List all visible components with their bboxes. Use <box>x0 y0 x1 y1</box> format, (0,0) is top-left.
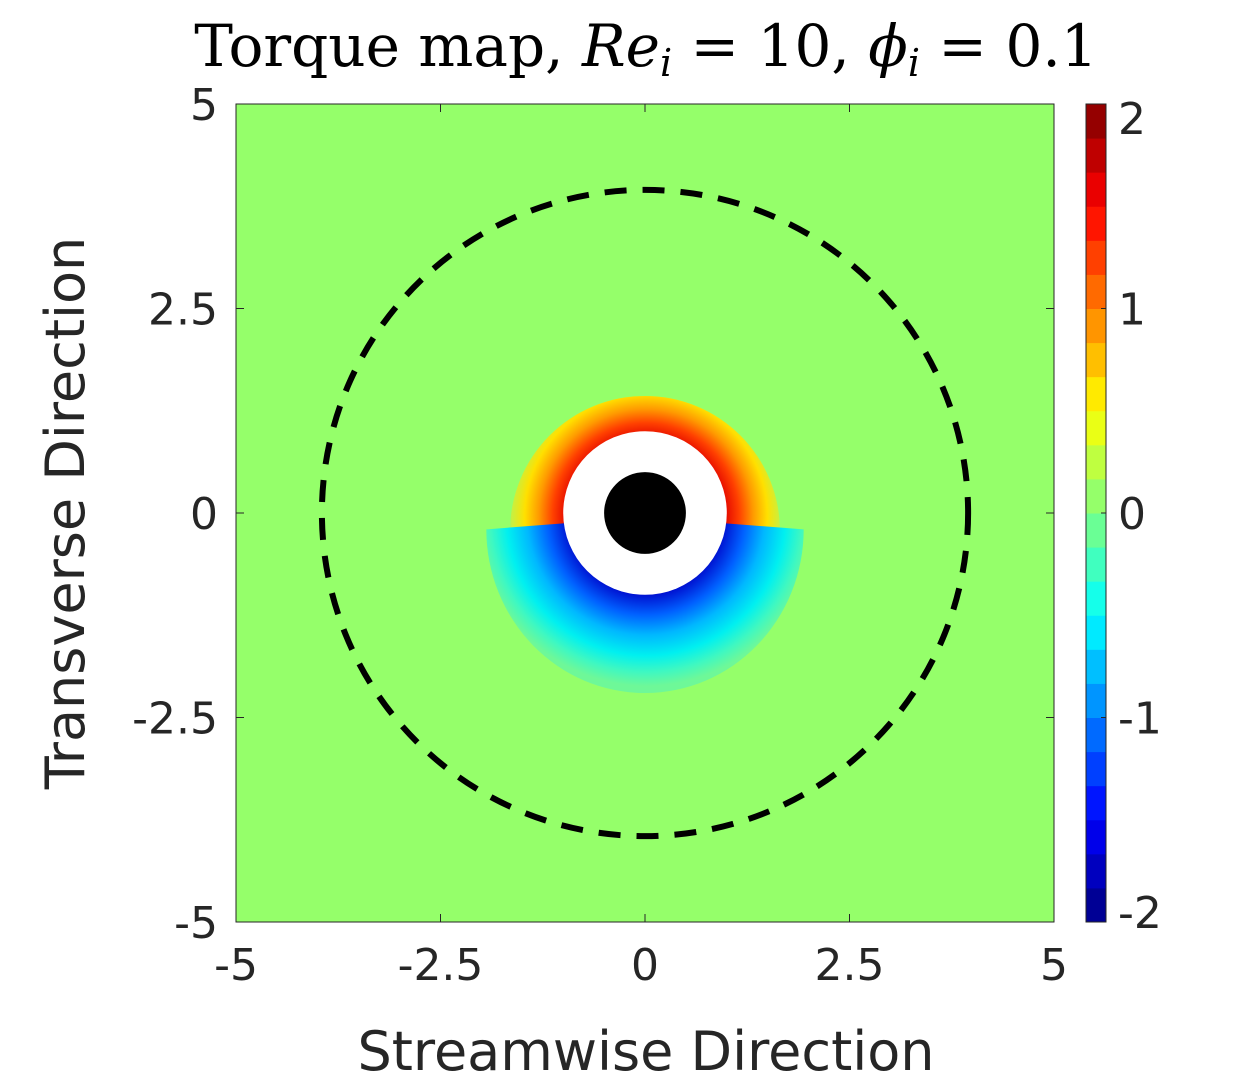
particle-disk <box>604 472 686 554</box>
colorbar-level <box>1086 717 1106 753</box>
colorbar-level <box>1086 172 1106 207</box>
colorbar-level <box>1086 444 1106 480</box>
chart-title: Torque map, Rei = 10, ϕi = 0.1 <box>194 12 1097 85</box>
colorbar-level <box>1086 615 1106 650</box>
colorbar-level <box>1086 785 1106 821</box>
colorbar-level <box>1086 853 1106 889</box>
colorbar-level <box>1086 683 1106 718</box>
x-axis-ticks: -5 -2.5 0 2.5 5 <box>214 104 1068 991</box>
y-axis-label: Transverse Direction <box>34 237 97 791</box>
colorbar: 2 1 0 -1 -2 <box>1085 94 1162 939</box>
colorbar-tick-label: 0 <box>1118 489 1146 540</box>
colorbar-level <box>1086 104 1106 139</box>
colorbar-level <box>1086 887 1106 923</box>
colorbar-tick-label: -2 <box>1118 888 1162 939</box>
x-tick-label: 0 <box>631 940 659 991</box>
colorbar-level <box>1086 547 1106 582</box>
x-tick-label: 5 <box>1040 940 1068 991</box>
colorbar-tick-label: 1 <box>1118 285 1146 336</box>
colorbar-level <box>1086 342 1106 378</box>
y-tick-label: 2.5 <box>148 285 218 336</box>
y-tick-label: -2.5 <box>132 694 218 745</box>
x-tick-label: -5 <box>214 940 258 991</box>
colorbar-level <box>1086 138 1106 173</box>
colorbar-level <box>1086 513 1106 548</box>
colorbar-level <box>1086 376 1106 412</box>
colorbar-level <box>1086 206 1106 241</box>
neighborhood-dashed-circle <box>318 186 972 840</box>
x-tick-label: 2.5 <box>815 940 885 991</box>
colorbar-level <box>1086 478 1106 514</box>
colorbar-tick-label: -1 <box>1118 694 1162 745</box>
y-axis-ticks: -5 -2.5 0 2.5 5 <box>132 80 1054 949</box>
colorbar-level <box>1086 240 1106 275</box>
colorbar-level <box>1086 274 1106 309</box>
y-tick-label: 0 <box>190 489 218 540</box>
y-tick-label: -5 <box>174 898 218 949</box>
x-tick-label: -2.5 <box>398 940 484 991</box>
colorbar-level <box>1086 649 1106 684</box>
colorbar-level <box>1086 581 1106 616</box>
negative-torque-lobe <box>486 517 804 694</box>
colorbar-level <box>1086 308 1106 344</box>
x-axis-label: Streamwise Direction <box>357 1020 934 1083</box>
plot-area <box>236 104 1054 922</box>
colorbar-level <box>1086 751 1106 787</box>
svg-text:Torque map, Rei = 10, ϕi = 0.1: Torque map, Rei = 10, ϕi = 0.1 <box>194 12 1097 85</box>
colorbar-tick-label: 2 <box>1118 94 1146 145</box>
colorbar-level <box>1086 819 1106 855</box>
colorbar-level <box>1086 410 1106 446</box>
y-tick-label: 5 <box>190 80 218 131</box>
